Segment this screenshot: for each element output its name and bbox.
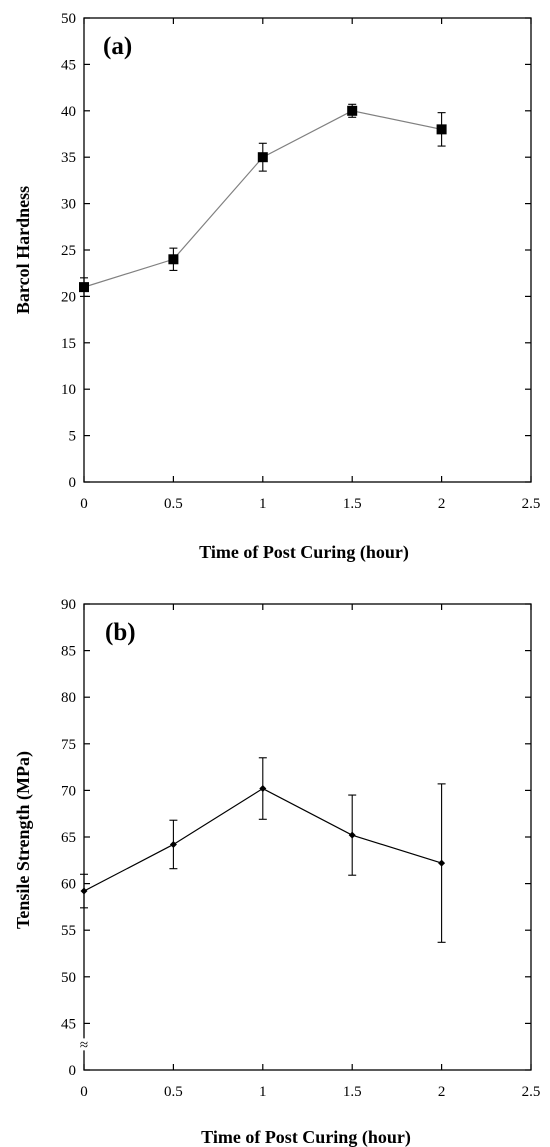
panel-b-x-axis-title: Time of Post Curing (hour) [201, 1127, 411, 1147]
panel-a-x-tick-label: 0 [80, 496, 88, 512]
panel-a-y-tick-label: 20 [61, 289, 76, 305]
panel-a-y-tick-label: 0 [69, 475, 77, 491]
panel-b-y-tick-label: 45 [61, 1016, 76, 1032]
panel-b-data-point [259, 785, 267, 793]
panel-a-y-tick-label: 40 [61, 104, 76, 120]
panel-b-x-tick-label: 2 [438, 1084, 446, 1100]
panel-b-data-point [348, 831, 356, 839]
panel-a-data-point [257, 152, 268, 163]
panel-b-y-axis-title: Tensile Strength (MPa) [13, 751, 34, 929]
panel-a-series-line [83, 110, 442, 288]
panel-a-y-tick-label: 45 [61, 57, 76, 73]
panel-a-data-point [347, 105, 358, 116]
panel-a-y-axis-title: Barcol Hardness [13, 186, 33, 314]
panel-b-y-tick-label: 75 [61, 737, 76, 753]
panel-b-plot-frame [83, 603, 532, 1071]
panel-a-x-tick-label: 0.5 [164, 496, 183, 512]
panel-a-x-tick-label: 1.5 [343, 496, 362, 512]
panel-a-y-tick-label: 50 [61, 11, 76, 27]
panel-a-y-tick-label: 5 [69, 429, 77, 445]
panel-a-y-tick-label: 35 [61, 150, 76, 166]
panel-a-chart: (a) Time of Post Curing (hour) Barcol Ha… [13, 11, 540, 563]
panel-a-x-tick-label: 2 [438, 496, 446, 512]
panel-b-axis-break-symbol: ≈ [80, 1037, 88, 1053]
panel-a-data-point [168, 254, 179, 265]
panel-a-label: (a) [103, 33, 132, 60]
panel-b-y-tick-label: 60 [61, 877, 76, 893]
panel-a-x-tick-label: 1 [259, 496, 267, 512]
panel-b-y-tick-label: 0 [69, 1063, 77, 1079]
panel-b-chart: (b) Time of Post Curing (hour) Tensile S… [13, 597, 540, 1147]
panel-b-x-tick-label: 2.5 [522, 1084, 541, 1100]
panel-b-data-point [438, 859, 446, 867]
panel-b-y-tick-label: 70 [61, 783, 76, 799]
panel-b-y-tick-label: 65 [61, 830, 76, 846]
panel-b-y-tick-label: 55 [61, 923, 76, 939]
panel-a-x-axis-title: Time of Post Curing (hour) [199, 542, 409, 563]
panel-a-y-tick-label: 30 [61, 197, 76, 213]
panel-b-x-tick-label: 0.5 [164, 1084, 183, 1100]
panel-b-y-tick-label: 80 [61, 690, 76, 706]
panel-b-label: (b) [105, 619, 136, 646]
panel-b-x-tick-label: 1 [259, 1084, 267, 1100]
panel-b-y-tick-label: 50 [61, 970, 76, 986]
panel-b-data-point [80, 887, 88, 895]
panel-a-x-tick-label: 2.5 [522, 496, 541, 512]
panel-b-y-tick-label: 90 [61, 597, 76, 613]
panel-a-data-point [79, 282, 89, 293]
panel-b-x-tick-label: 1.5 [343, 1084, 362, 1100]
panel-a-y-tick-label: 25 [61, 243, 76, 259]
panel-b-data-point [169, 840, 177, 848]
panel-a-y-tick-label: 10 [61, 382, 76, 398]
panel-b-y-tick-label: 85 [61, 644, 76, 660]
panel-a-y-tick-label: 15 [61, 336, 76, 352]
panel-b-x-tick-label: 0 [80, 1084, 88, 1100]
panel-a-plot-frame [83, 17, 532, 483]
panel-b-axis-break-mask [79, 1038, 89, 1051]
panel-a-data-point [436, 124, 447, 135]
